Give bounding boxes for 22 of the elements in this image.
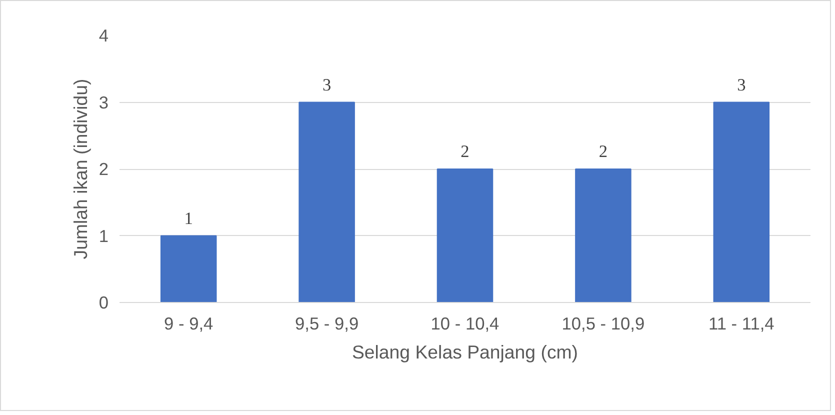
bar (713, 102, 770, 302)
x-tick-label: 9 - 9,4 (164, 314, 214, 334)
x-axis-title: Selang Kelas Panjang (cm) (352, 342, 578, 362)
data-label: 2 (460, 142, 470, 161)
y-tick-label: 1 (98, 226, 109, 246)
y-tick-label: 2 (98, 159, 109, 179)
y-tick-label: 3 (98, 92, 109, 112)
y-axis-title: Jumlah ikan (individu) (70, 78, 91, 260)
data-label: 2 (598, 142, 608, 161)
x-tick-label: 10 - 10,4 (430, 314, 500, 334)
y-tick-label: 4 (98, 26, 109, 46)
bar (298, 102, 355, 302)
x-tick-label: 10,5 - 10,9 (562, 314, 645, 334)
data-label: 3 (737, 75, 746, 94)
x-tick-label: 9,5 - 9,9 (295, 314, 359, 334)
bar (436, 168, 494, 302)
data-label: 1 (184, 208, 193, 228)
x-tick-label: 11 - 11,4 (708, 314, 775, 334)
bar (575, 168, 632, 302)
y-tick-label: 0 (98, 292, 109, 312)
data-label: 3 (322, 75, 332, 94)
bar (160, 235, 217, 302)
